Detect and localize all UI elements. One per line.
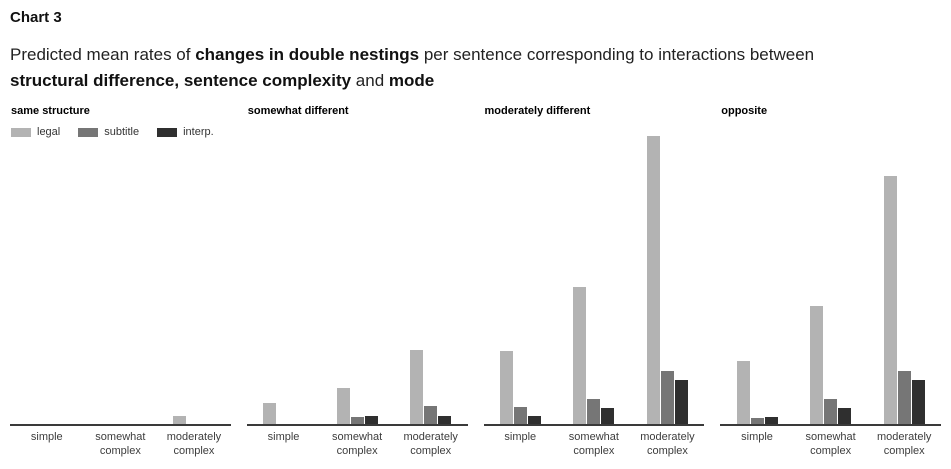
x-tick-label: simple <box>504 431 537 443</box>
bar-legal <box>263 403 277 424</box>
x-tick-labels: simple somewhat complex moderately complex <box>720 431 941 459</box>
bar-legal <box>646 136 660 424</box>
panels-row: same structure legal subtitle interp. simple… <box>10 105 941 459</box>
bar-subtitle <box>660 371 674 424</box>
x-tick-label: somewhat complex <box>568 431 619 457</box>
legend-item: legal <box>11 126 60 138</box>
bar-legal <box>736 361 750 424</box>
facet-header: opposite <box>721 105 768 117</box>
x-tick-label: moderately complex <box>876 431 932 457</box>
legend-swatch <box>78 127 99 137</box>
bar-interp <box>527 416 541 424</box>
legend-swatch <box>11 127 31 137</box>
bar-subtitle <box>513 407 527 424</box>
chart-title: Chart 3 <box>10 9 62 26</box>
x-tick-labels: simple somewhat complex moderately complex <box>247 431 468 459</box>
bar-legal <box>499 351 513 424</box>
x-tick-label: somewhat complex <box>95 431 146 457</box>
facet-plot-area <box>246 122 468 426</box>
bar-legal <box>573 287 587 424</box>
bar-groups <box>247 122 468 424</box>
facet-panel: opposite simple somewhat complex moderately… <box>720 105 941 459</box>
chart-page: Chart 3 Predicted mean rates of changes … <box>10 9 941 459</box>
bar-group <box>84 122 158 424</box>
bar-interp <box>364 416 378 424</box>
facet-header: somewhat different <box>247 105 349 117</box>
bar-subtitle <box>750 418 764 424</box>
bar-legal <box>410 350 424 424</box>
bar-group <box>320 122 394 424</box>
chart-subtitle: Predicted mean rates of changes in doubl… <box>10 42 895 93</box>
x-tick-labels: simple somewhat complex moderately complex <box>484 431 705 459</box>
x-tick-label: simple <box>30 431 63 443</box>
facet-panel: moderately different simple somewhat compl… <box>483 105 705 459</box>
bar-groups <box>720 122 941 424</box>
legend-item: subtitle <box>78 126 139 138</box>
subtitle-segment: structural difference, sentence complexi… <box>10 70 352 90</box>
bar-group <box>394 122 468 424</box>
x-tick-labels: simple somewhat complex moderately complex <box>10 431 231 459</box>
x-tick-label: somewhat complex <box>805 431 856 457</box>
bar-group <box>794 122 868 424</box>
legend-item: interp. <box>157 126 214 138</box>
bar-subtitle <box>587 399 601 424</box>
legend-swatch <box>157 127 178 137</box>
bar-legal <box>173 416 187 424</box>
subtitle-segment: per sentence corresponding to interactio… <box>419 45 815 64</box>
legend-label: interp. <box>183 126 214 138</box>
bar-group <box>247 122 321 424</box>
bar-groups <box>10 122 231 424</box>
bar-group <box>484 122 558 424</box>
bar-subtitle <box>424 406 438 424</box>
bar-group <box>157 122 231 424</box>
bar-interp <box>601 408 615 424</box>
bar-interp <box>764 417 778 424</box>
subtitle-segment: Predicted mean rates of <box>10 45 196 64</box>
x-tick-label: moderately complex <box>166 431 222 457</box>
facet-plot-area <box>483 122 705 426</box>
bar-interp <box>438 416 452 424</box>
bar-legal <box>883 176 897 424</box>
bar-interp <box>911 380 925 424</box>
facet-plot-area <box>720 122 941 426</box>
facet-plot-area: legal subtitle interp. <box>10 122 231 426</box>
bar-interp <box>838 408 852 424</box>
bar-subtitle <box>824 399 838 424</box>
facet-header: moderately different <box>484 105 591 117</box>
legend: legal subtitle interp. <box>11 126 214 138</box>
bar-legal <box>336 388 350 424</box>
bar-group <box>631 122 705 424</box>
x-tick-label: simple <box>741 431 773 443</box>
bar-groups <box>484 122 705 424</box>
bar-group <box>720 122 794 424</box>
x-tick-label: simple <box>267 431 300 443</box>
bar-subtitle <box>350 417 364 424</box>
legend-label: subtitle <box>104 126 140 138</box>
x-tick-label: somewhat complex <box>332 431 383 457</box>
x-tick-label: moderately complex <box>640 431 695 457</box>
bar-interp <box>674 380 688 424</box>
subtitle-segment: and <box>351 70 389 90</box>
facet-header: same structure <box>11 105 90 117</box>
bar-group <box>557 122 631 424</box>
legend-label: legal <box>37 126 61 138</box>
bar-legal <box>810 306 824 424</box>
bar-group <box>10 122 84 424</box>
facet-panel: somewhat different simple somewhat complex… <box>246 105 468 459</box>
subtitle-segment: changes in double nestings <box>195 45 420 64</box>
bar-group <box>867 122 941 424</box>
facet-panel: same structure legal subtitle interp. simple… <box>10 105 231 459</box>
subtitle-segment: mode <box>388 70 435 90</box>
bar-subtitle <box>897 371 911 424</box>
x-tick-label: moderately complex <box>403 431 458 457</box>
